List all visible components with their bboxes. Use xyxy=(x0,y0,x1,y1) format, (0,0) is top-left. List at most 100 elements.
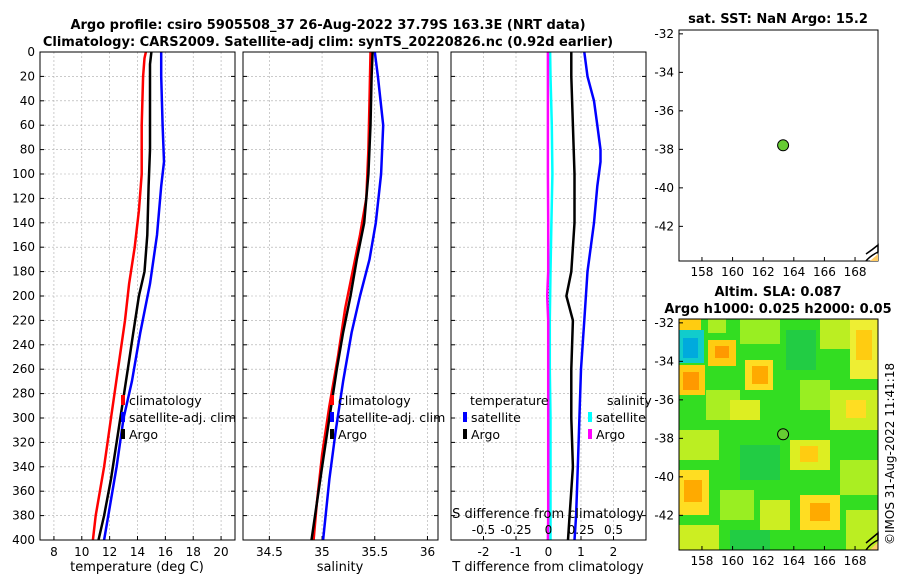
depth-tick-label: 80 xyxy=(20,143,35,157)
difference-legend-salinity: salinity satellite Argo xyxy=(588,393,652,442)
lat-tick-label: -38 xyxy=(654,142,674,156)
s-difference-tick-label: -0.25 xyxy=(500,523,531,537)
lon-tick-label: 166 xyxy=(813,554,836,568)
x-tick-label: 8 xyxy=(50,545,58,559)
sla-cell xyxy=(740,445,780,480)
sla-cell xyxy=(683,338,698,358)
legend-s-argo-label: Argo xyxy=(596,427,625,442)
lon-tick-label: 162 xyxy=(752,554,775,568)
imos-watermark: ©IMOS 31-Aug-2022 11:41:18 xyxy=(883,363,897,545)
sla-map-frame xyxy=(678,318,879,551)
depth-tick-label: 180 xyxy=(12,265,35,279)
lat-tick-label: -32 xyxy=(654,27,674,41)
sla-cell xyxy=(846,510,878,550)
sla-cell xyxy=(730,530,770,550)
x-tick-label: 2 xyxy=(610,545,618,559)
x-tick-label: -2 xyxy=(478,545,490,559)
depth-tick-label: 280 xyxy=(12,387,35,401)
float-position-marker xyxy=(777,428,790,441)
depth-tick-label: 340 xyxy=(12,460,35,474)
legend-argo-label: Argo xyxy=(129,427,158,442)
x-tick-label: -1 xyxy=(510,545,522,559)
salinity-axis-label: salinity xyxy=(317,560,364,575)
s-difference-tick-label: 0.5 xyxy=(604,523,623,537)
sla-map-float-marker xyxy=(777,428,790,441)
depth-tick-label: 240 xyxy=(12,338,35,352)
sla-cell xyxy=(679,525,719,550)
sst-map-lat-ticks: -32 -34 -36 -38 -40 -42 xyxy=(654,27,683,233)
legend-satellite-label: satellite-adj. clim xyxy=(129,410,236,425)
legend-satellite-label: satellite-adj. clim xyxy=(338,410,445,425)
temperature-series xyxy=(91,51,166,541)
sla-cell xyxy=(684,480,702,502)
s-difference-tick-label: -0.5 xyxy=(472,523,495,537)
lon-tick-label: 160 xyxy=(721,554,744,568)
series-line-argo xyxy=(310,51,374,541)
depth-tick-label: 360 xyxy=(12,484,35,498)
x-tick-label: 18 xyxy=(186,545,201,559)
series-line-satellite-adj-clim xyxy=(102,52,166,541)
sst-map-float-marker xyxy=(777,139,790,152)
t-difference-tick-labels: -2 -1 0 1 2 xyxy=(478,545,618,559)
depth-tick-label: 300 xyxy=(12,411,35,425)
s-difference-axis-label: S difference from climatology xyxy=(452,507,644,522)
series-line-climatology xyxy=(91,51,148,541)
lon-tick-label: 162 xyxy=(752,265,775,279)
s-difference-tick-labels: -0.5 -0.25 0 0.25 0.5 xyxy=(472,523,623,537)
sst-map-panel: sat. SST: NaN Argo: 15.2 158 160 162 164 166… xyxy=(654,12,879,279)
x-tick-label: 12 xyxy=(102,545,117,559)
sla-cell xyxy=(846,400,866,418)
lat-tick-label: -42 xyxy=(654,219,674,233)
depth-tick-label: 220 xyxy=(12,313,35,327)
salinity-panel: 34.5 35 35.5 36 salinity climatology satell… xyxy=(242,51,445,575)
lon-tick-label: 164 xyxy=(782,265,805,279)
sst-map-title: sat. SST: NaN Argo: 15.2 xyxy=(688,12,868,27)
sla-cell xyxy=(683,372,699,390)
temperature-legend: climatology satellite-adj. clim Argo xyxy=(121,393,236,442)
depth-tick-label: 60 xyxy=(20,118,35,132)
x-tick-label: 10 xyxy=(74,545,89,559)
x-tick-label: 36 xyxy=(420,545,435,559)
lon-tick-label: 158 xyxy=(691,554,714,568)
sla-cell xyxy=(708,319,726,333)
temperature-grid xyxy=(40,51,235,541)
salinity-legend: climatology satellite-adj. clim Argo xyxy=(330,393,445,442)
series-line-argo xyxy=(97,51,153,541)
sla-cell xyxy=(800,446,818,462)
x-tick-label: 14 xyxy=(130,545,145,559)
lat-tick-label: -40 xyxy=(654,470,674,484)
depth-tick-label: 160 xyxy=(12,240,35,254)
legend-t-argo-label: Argo xyxy=(471,427,500,442)
sla-cell xyxy=(786,330,816,370)
lat-tick-label: -42 xyxy=(654,508,674,522)
temperature-axis-label: temperature (deg C) xyxy=(70,560,204,575)
sla-cell xyxy=(840,460,878,495)
difference-panel: -2 -1 0 1 2 T difference from climatology S … xyxy=(450,51,652,575)
lon-tick-label: 168 xyxy=(844,554,867,568)
s-difference-tick-label: 0.25 xyxy=(568,523,595,537)
sla-cell xyxy=(856,330,872,360)
legend-t-satellite-label: satellite xyxy=(471,410,521,425)
series-line-satellite-adj-clim xyxy=(321,51,385,541)
lon-tick-label: 166 xyxy=(813,265,836,279)
salinity-axes-frame xyxy=(242,51,439,541)
depth-tick-label: 260 xyxy=(12,362,35,376)
depth-tick-labels: 0 20 40 60 80 100 120 140 160 180 200 220 240 260 280 3… xyxy=(12,45,35,547)
x-tick-label: 34.5 xyxy=(256,545,283,559)
depth-tick-label: 320 xyxy=(12,435,35,449)
lon-tick-label: 164 xyxy=(782,554,805,568)
lat-tick-label: -40 xyxy=(654,181,674,195)
legend-s-satellite-label: satellite xyxy=(596,410,646,425)
lon-tick-label: 160 xyxy=(721,265,744,279)
depth-tick-label: 400 xyxy=(12,533,35,547)
salinity-series xyxy=(310,51,385,541)
lat-tick-label: -36 xyxy=(654,104,674,118)
sla-map-lon-ticks: 158 160 162 164 166 168 xyxy=(691,546,867,568)
legend-salinity-title: salinity xyxy=(607,393,652,408)
legend-climatology-label: climatology xyxy=(338,393,411,408)
figure-title-line1: Argo profile: csiro 5905508_37 26-Aug-20… xyxy=(70,18,585,33)
depth-tick-label: 20 xyxy=(20,69,35,83)
t-difference-axis-label: T difference from climatology xyxy=(451,560,644,575)
temperature-panel: 0 20 40 60 80 100 120 140 160 180 200 220 240 260 280 3… xyxy=(12,45,236,575)
depth-tick-label: 120 xyxy=(12,191,35,205)
